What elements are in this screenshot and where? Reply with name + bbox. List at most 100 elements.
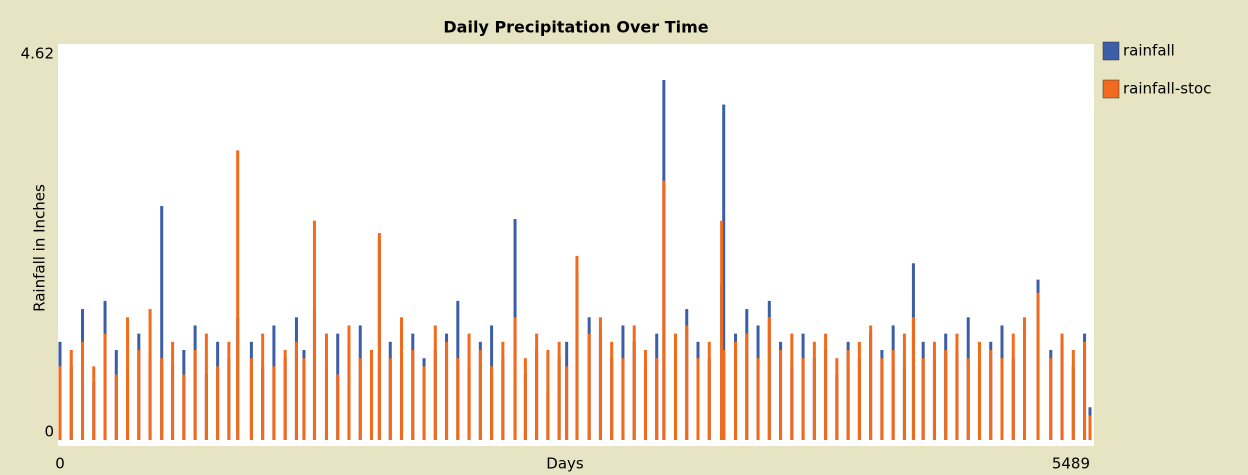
bar <box>369 350 373 440</box>
bar <box>324 333 328 440</box>
bar <box>171 341 175 440</box>
bar <box>565 366 569 440</box>
bar <box>745 333 749 440</box>
bar <box>610 341 614 440</box>
bar <box>966 358 970 440</box>
bar <box>400 317 404 440</box>
bar <box>294 341 298 440</box>
bar <box>1036 292 1040 440</box>
bar <box>312 220 316 440</box>
bar <box>1023 317 1027 440</box>
bar <box>92 366 96 440</box>
bar <box>944 350 948 440</box>
bar <box>902 333 906 440</box>
bar <box>182 374 186 440</box>
x-tick-label: 0 <box>55 455 65 473</box>
bar <box>388 358 392 440</box>
bar <box>347 325 351 440</box>
bar <box>685 325 689 440</box>
bar <box>932 341 936 440</box>
bar <box>137 350 141 440</box>
bar <box>598 317 602 440</box>
bar <box>722 350 726 440</box>
bar <box>445 341 449 440</box>
y-tick-label: 0 <box>44 423 54 441</box>
bar <box>812 341 816 440</box>
bar <box>756 358 760 440</box>
x-axis-label: Days <box>546 455 584 473</box>
bar <box>377 233 381 440</box>
y-axis-label: Rainfall in Inches <box>31 184 49 312</box>
bar <box>1049 358 1053 440</box>
bar <box>546 350 550 440</box>
bar <box>523 358 527 440</box>
bar <box>767 317 771 440</box>
bar <box>880 358 884 440</box>
bar <box>103 333 107 440</box>
bar <box>81 341 85 440</box>
bar <box>126 317 130 440</box>
bar <box>891 350 895 440</box>
bar <box>1000 358 1004 440</box>
bar <box>193 350 197 440</box>
bar <box>456 358 460 440</box>
bar <box>227 341 231 440</box>
bar <box>846 350 850 440</box>
bar <box>835 358 839 440</box>
bar <box>411 350 415 440</box>
bar <box>921 358 925 440</box>
bar <box>824 333 828 440</box>
bar <box>467 333 471 440</box>
bar <box>148 309 152 440</box>
bar <box>734 341 738 440</box>
bar <box>216 366 220 440</box>
bar <box>911 317 915 440</box>
bar <box>501 341 505 440</box>
bar <box>272 366 276 440</box>
bar <box>696 358 700 440</box>
bar <box>422 366 426 440</box>
bar <box>977 341 981 440</box>
bar <box>160 358 164 440</box>
bar <box>114 374 118 440</box>
bar <box>358 358 362 440</box>
x-tick-label: 5489 <box>1052 455 1090 473</box>
y-tick-label: 4.62 <box>21 45 54 63</box>
legend-swatch <box>1102 41 1120 61</box>
bar <box>1088 415 1092 440</box>
bar <box>535 333 539 440</box>
bar <box>673 333 677 440</box>
bar <box>478 350 482 440</box>
bar <box>1071 350 1075 440</box>
bar <box>336 374 340 440</box>
bar <box>160 206 164 440</box>
bar <box>707 341 711 440</box>
bar <box>236 150 240 440</box>
bar <box>587 333 591 440</box>
bar <box>1060 333 1064 440</box>
bar <box>720 220 724 440</box>
bar <box>58 366 62 440</box>
bar <box>69 350 73 440</box>
bar <box>1011 333 1015 440</box>
bar <box>1083 341 1087 440</box>
bar <box>989 350 993 440</box>
bar <box>655 358 659 440</box>
bar <box>801 358 805 440</box>
legend-label: rainfall <box>1123 42 1175 60</box>
chart-title: Daily Precipitation Over Time <box>443 18 708 37</box>
legend-swatch <box>1102 79 1120 99</box>
bar <box>722 104 726 440</box>
bar <box>490 366 494 440</box>
bar <box>869 325 873 440</box>
bar <box>632 325 636 440</box>
bar <box>249 358 253 440</box>
bar <box>621 358 625 440</box>
bar <box>283 350 287 440</box>
bar <box>575 255 579 440</box>
bar <box>643 350 647 440</box>
legend-label: rainfall-stoc <box>1123 80 1211 98</box>
bar <box>857 341 861 440</box>
